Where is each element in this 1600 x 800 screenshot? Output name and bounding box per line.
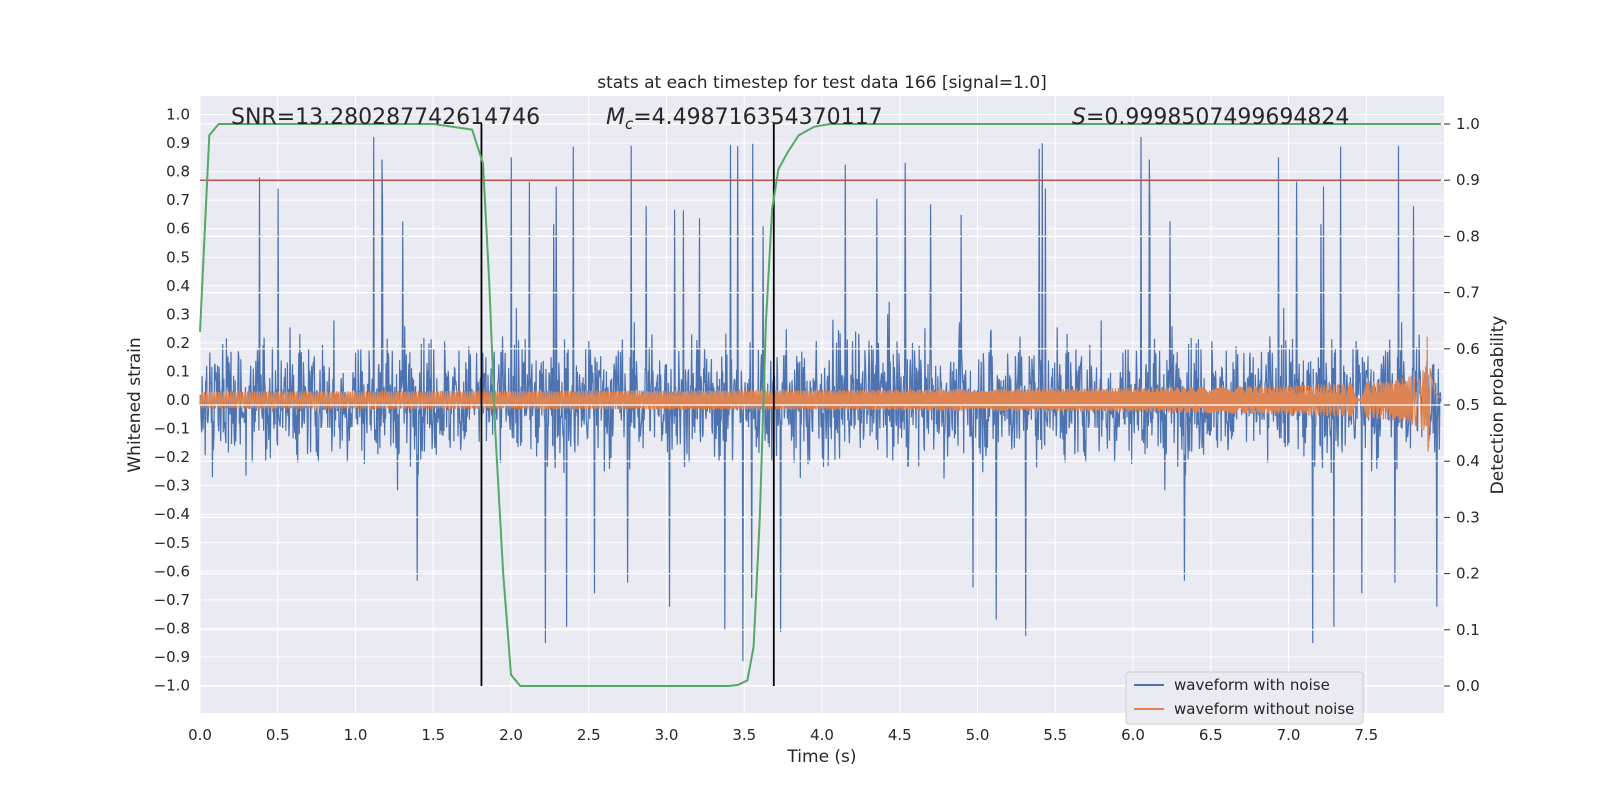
x-tick-label: 2.5 [577, 726, 601, 744]
y-tick-label: 0.7 [166, 191, 190, 209]
x-tick-label: 1.0 [344, 726, 368, 744]
y-tick-label: −0.6 [154, 562, 190, 580]
y-tick-label: −0.1 [154, 420, 190, 438]
y-tick-label: 0.3 [166, 305, 190, 323]
y-tick-label: −0.2 [154, 448, 190, 466]
score-annotation: S=0.9998507499694824 [1072, 105, 1349, 130]
y2-tick-label: 0.0 [1456, 677, 1480, 695]
snr-annotation: SNR=13.280287742614746 [231, 105, 540, 130]
x-tick-label: 0.5 [266, 726, 290, 744]
y2-tick-label: 1.0 [1456, 115, 1480, 133]
x-axis-label: Time (s) [786, 747, 856, 767]
chart-title: stats at each timestep for test data 166… [597, 73, 1047, 93]
clean-waveform-line [199, 336, 1442, 452]
y-tick-label: 0.8 [166, 163, 190, 181]
y-axis-label: Whitened strain [125, 337, 145, 472]
secondary-grid-layer [200, 123, 1444, 687]
y-tick-label: −0.4 [154, 505, 190, 523]
y2-tick-label: 0.4 [1456, 452, 1480, 470]
y2-axis-label: Detection probability [1488, 316, 1508, 495]
score-value: =0.9998507499694824 [1086, 105, 1349, 130]
legend-label-noise: waveform with noise [1174, 676, 1330, 694]
legend-box [1125, 671, 1364, 725]
y-tick-label: −0.5 [154, 534, 190, 552]
y-tick-label: 0.9 [166, 134, 190, 152]
y-tick-label: 0.0 [166, 391, 190, 409]
x-tick-label: 6.0 [1121, 726, 1145, 744]
chirp-mass-annotation: Mc=4.498716354370117 [606, 105, 883, 133]
y2-tick-label: 0.8 [1456, 227, 1480, 245]
chirp-mass-subscript: c [625, 115, 634, 133]
x-tick-label: 4.0 [810, 726, 834, 744]
y2-tick-label: 0.7 [1456, 284, 1480, 302]
y2-tick-label: 0.9 [1456, 171, 1480, 189]
y-tick-label: 0.1 [166, 362, 190, 380]
y-tick-label: 1.0 [166, 106, 190, 124]
y-tick-label: −0.3 [154, 477, 190, 495]
y2-tick-label: 0.2 [1456, 565, 1480, 583]
y2-tick-label: 0.5 [1456, 396, 1480, 414]
x-tick-label: 7.0 [1277, 726, 1301, 744]
x-tick-label: 7.5 [1354, 726, 1378, 744]
chirp-mass-value: =4.498716354370117 [633, 105, 882, 130]
score-symbol: S [1072, 105, 1086, 130]
y-tick-label: −0.7 [154, 591, 190, 609]
legend-label-clean: waveform without noise [1174, 700, 1354, 718]
tick-labels: 0.0 0.5 1.0 1.5 2.0 2.5 3.0 3.5 4.0 4.5 5.0 5.5 6.0 6… [154, 106, 1480, 745]
vertical-markers [480, 124, 775, 686]
y2-tick-label: 0.3 [1456, 508, 1480, 526]
y-tick-label: 0.5 [166, 248, 190, 266]
x-tick-label: 4.5 [888, 726, 912, 744]
x-tick-label: 2.0 [499, 726, 523, 744]
x-tick-label: 5.5 [1043, 726, 1067, 744]
x-tick-label: 3.0 [655, 726, 679, 744]
y-tick-label: 0.4 [166, 277, 190, 295]
y-tick-label: 0.6 [166, 220, 190, 238]
detection-probability-series [199, 123, 1441, 687]
x-tick-label: 5.0 [966, 726, 990, 744]
legend: waveform with noise waveform without noi… [1125, 671, 1364, 725]
detection-probability-line [199, 123, 1441, 687]
x-tick-label: 3.5 [732, 726, 756, 744]
y-tick-label: −0.8 [154, 619, 190, 637]
noise-waveform-line [199, 136, 1442, 662]
waveform-without-noise-series [199, 336, 1442, 452]
chirp-mass-symbol: M [606, 105, 625, 130]
y-tick-label: 0.2 [166, 334, 190, 352]
x-tick-label: 6.5 [1199, 726, 1223, 744]
x-tick-label: 0.0 [188, 726, 212, 744]
y2-tick-label: 0.1 [1456, 621, 1480, 639]
waveform-with-noise-series [199, 136, 1442, 662]
y2-tick-label: 0.6 [1456, 340, 1480, 358]
y-tick-label: −1.0 [154, 677, 190, 695]
y-tick-label: −0.9 [154, 648, 190, 666]
x-tick-label: 1.5 [421, 726, 445, 744]
